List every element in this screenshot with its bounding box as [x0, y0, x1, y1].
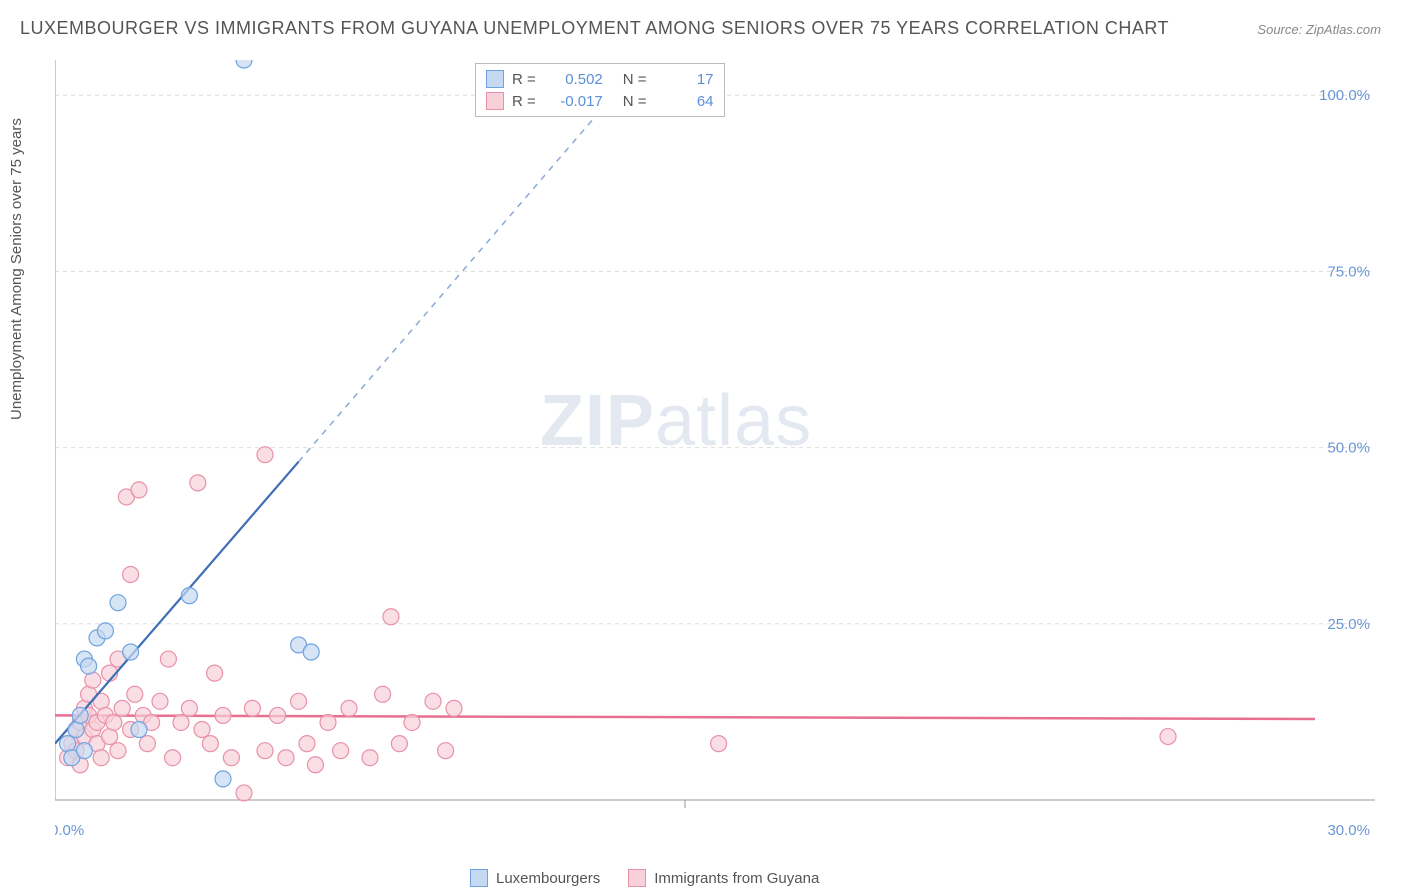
chart-title: LUXEMBOURGER VS IMMIGRANTS FROM GUYANA U… [20, 18, 1169, 39]
n-label: N = [623, 93, 647, 110]
swatch-blue-icon [486, 70, 504, 88]
svg-text:0.0%: 0.0% [55, 822, 84, 839]
scatter-plot: 25.0% 50.0% 75.0% 100.0% 0.0% 30.0% [55, 60, 1375, 840]
stats-row-pink: R = -0.017 N = 64 [486, 90, 714, 112]
source-label: Source: [1257, 22, 1302, 37]
n-value-pink: 64 [659, 93, 714, 110]
r-label: R = [512, 93, 536, 110]
swatch-blue-icon [470, 869, 488, 887]
y-axis-label: Unemployment Among Seniors over 75 years [8, 118, 25, 420]
correlation-stats-box: R = 0.502 N = 17 R = -0.017 N = 64 [475, 63, 725, 117]
swatch-pink-icon [628, 869, 646, 887]
r-label: R = [512, 71, 536, 88]
source-attribution: Source: ZipAtlas.com [1257, 22, 1381, 37]
r-value-blue: 0.502 [548, 71, 603, 88]
n-value-blue: 17 [659, 71, 714, 88]
svg-text:75.0%: 75.0% [1327, 263, 1370, 280]
legend: Luxembourgers Immigrants from Guyana [470, 869, 819, 887]
legend-label: Immigrants from Guyana [654, 870, 819, 887]
legend-item-guyana: Immigrants from Guyana [628, 869, 819, 887]
legend-item-luxembourgers: Luxembourgers [470, 869, 600, 887]
svg-text:50.0%: 50.0% [1327, 440, 1370, 457]
svg-text:100.0%: 100.0% [1319, 87, 1370, 104]
svg-text:30.0%: 30.0% [1327, 822, 1370, 839]
svg-text:25.0%: 25.0% [1327, 616, 1370, 633]
source-value: ZipAtlas.com [1306, 22, 1381, 37]
r-value-pink: -0.017 [548, 93, 603, 110]
legend-label: Luxembourgers [496, 870, 600, 887]
swatch-pink-icon [486, 92, 504, 110]
n-label: N = [623, 71, 647, 88]
stats-row-blue: R = 0.502 N = 17 [486, 68, 714, 90]
